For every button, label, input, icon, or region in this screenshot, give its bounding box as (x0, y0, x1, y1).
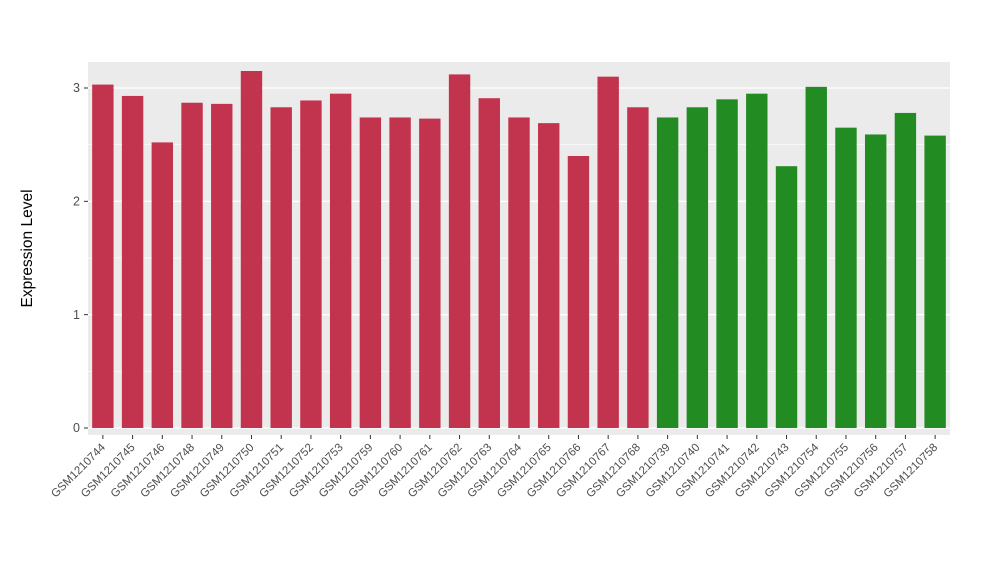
y-tick-label: 3 (73, 81, 80, 95)
bar-GSM1210767 (597, 76, 619, 429)
bar-GSM1210751 (270, 107, 292, 429)
bar-GSM1210749 (211, 103, 233, 428)
bar-GSM1210762 (448, 74, 471, 429)
y-tick-label: 1 (73, 308, 80, 322)
bar-GSM1210744 (92, 84, 114, 428)
bar-GSM1210766 (567, 156, 590, 428)
bar-GSM1210753 (329, 93, 352, 429)
bar-GSM1210750 (240, 71, 263, 428)
bar-GSM1210759 (359, 117, 382, 428)
bar-GSM1210761 (419, 118, 441, 428)
bar-GSM1210765 (538, 123, 560, 428)
y-tick-label: 0 (73, 421, 80, 435)
bar-GSM1210743 (775, 166, 798, 428)
bar-GSM1210758 (924, 135, 946, 428)
bar-GSM1210755 (835, 127, 857, 429)
bar-GSM1210754 (805, 86, 827, 428)
y-axis-title: Expression Level (19, 189, 36, 307)
bar-GSM1210740 (686, 107, 709, 429)
bar-GSM1210760 (389, 117, 411, 428)
y-tick-label: 2 (73, 195, 80, 209)
bar-GSM1210745 (121, 95, 144, 428)
bar-GSM1210741 (716, 99, 738, 428)
bar-GSM1210768 (627, 107, 649, 429)
bar-GSM1210757 (894, 112, 917, 428)
bar-GSM1210739 (656, 117, 679, 428)
bar-GSM1210748 (181, 102, 203, 428)
x-tick-label: GSM1210758 (882, 442, 941, 501)
bar-GSM1210742 (746, 93, 768, 429)
bar-GSM1210764 (508, 117, 530, 428)
bar-GSM1210763 (478, 98, 500, 428)
bar-GSM1210756 (864, 134, 887, 428)
bar-GSM1210746 (151, 142, 174, 428)
bar-GSM1210752 (300, 100, 322, 428)
